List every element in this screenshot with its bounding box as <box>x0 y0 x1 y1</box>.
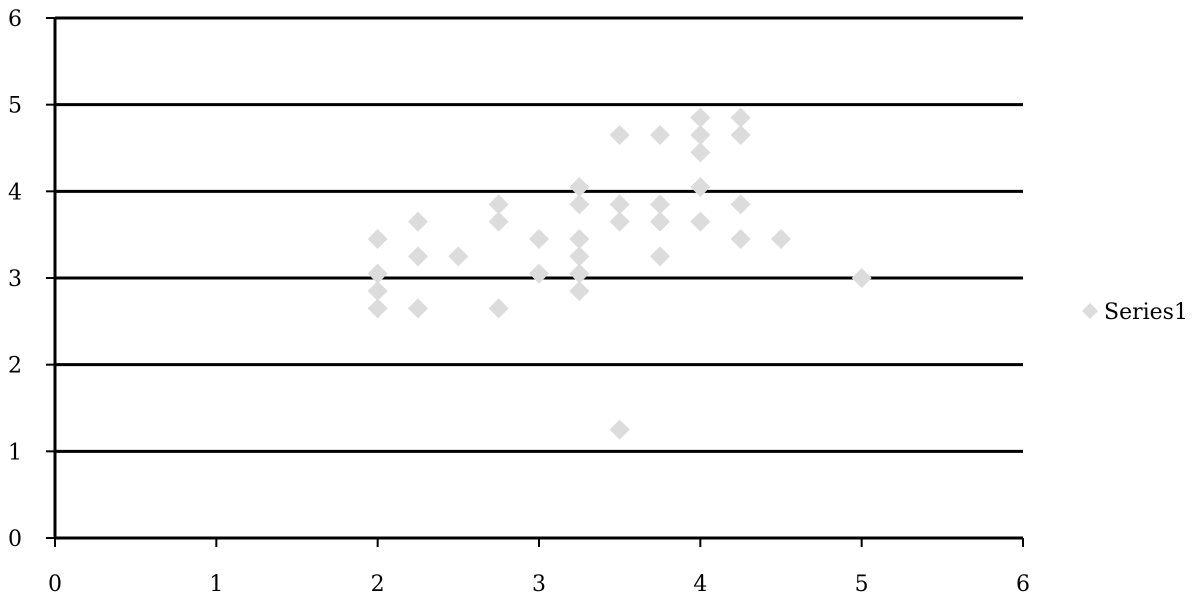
x-tick-label: 1 <box>209 572 223 597</box>
data-point <box>690 177 711 197</box>
x-tick-label: 6 <box>1016 572 1030 597</box>
legend-marker-diamond <box>1082 303 1098 319</box>
data-point <box>650 125 670 145</box>
data-point <box>569 177 590 197</box>
x-tick-label: 2 <box>371 572 385 597</box>
data-point <box>730 194 751 215</box>
data-point <box>609 194 630 215</box>
axes: 0 1 2 3 4 5 6 0 1 2 3 4 5 6 <box>8 7 1030 597</box>
data-point <box>529 229 549 249</box>
data-point <box>488 298 509 319</box>
data-point <box>448 246 469 267</box>
data-point <box>408 211 428 232</box>
data-point <box>609 211 630 232</box>
data-point <box>771 229 791 249</box>
data-point <box>690 211 711 232</box>
y-tick-label: 1 <box>8 440 22 465</box>
data-point <box>650 194 670 215</box>
data-point <box>367 298 388 319</box>
y-tick-label: 2 <box>8 354 22 379</box>
x-tick-label: 3 <box>532 572 546 597</box>
data-point <box>690 107 711 128</box>
data-point <box>569 229 590 249</box>
y-tick-label: 4 <box>8 180 22 205</box>
data-point <box>367 281 388 301</box>
data-point <box>408 298 428 319</box>
data-point <box>609 125 630 145</box>
x-tick-label: 4 <box>693 572 707 597</box>
data-point <box>488 194 509 215</box>
y-tick-label: 0 <box>8 527 22 552</box>
y-tick-label: 5 <box>8 94 22 119</box>
x-tick-label: 5 <box>855 572 869 597</box>
data-point <box>367 229 388 249</box>
data-point <box>367 263 388 284</box>
data-point <box>488 211 509 232</box>
legend: Series1 <box>1082 300 1188 325</box>
data-point <box>569 263 590 284</box>
data-point <box>730 107 751 128</box>
data-point <box>650 211 670 232</box>
data-point <box>569 194 590 215</box>
data-point <box>690 142 711 163</box>
data-point <box>569 281 590 301</box>
data-point <box>730 125 751 145</box>
legend-label: Series1 <box>1104 300 1188 325</box>
y-tick-label: 3 <box>8 267 22 292</box>
data-point <box>609 419 630 440</box>
data-point <box>650 246 670 267</box>
data-point <box>529 263 549 284</box>
data-points <box>367 107 872 440</box>
data-point <box>408 246 428 267</box>
data-point <box>569 246 590 267</box>
y-tick-label: 6 <box>8 7 22 32</box>
data-point <box>690 125 711 145</box>
data-point <box>730 229 751 249</box>
x-tick-label: 0 <box>48 572 62 597</box>
data-point <box>851 268 872 288</box>
